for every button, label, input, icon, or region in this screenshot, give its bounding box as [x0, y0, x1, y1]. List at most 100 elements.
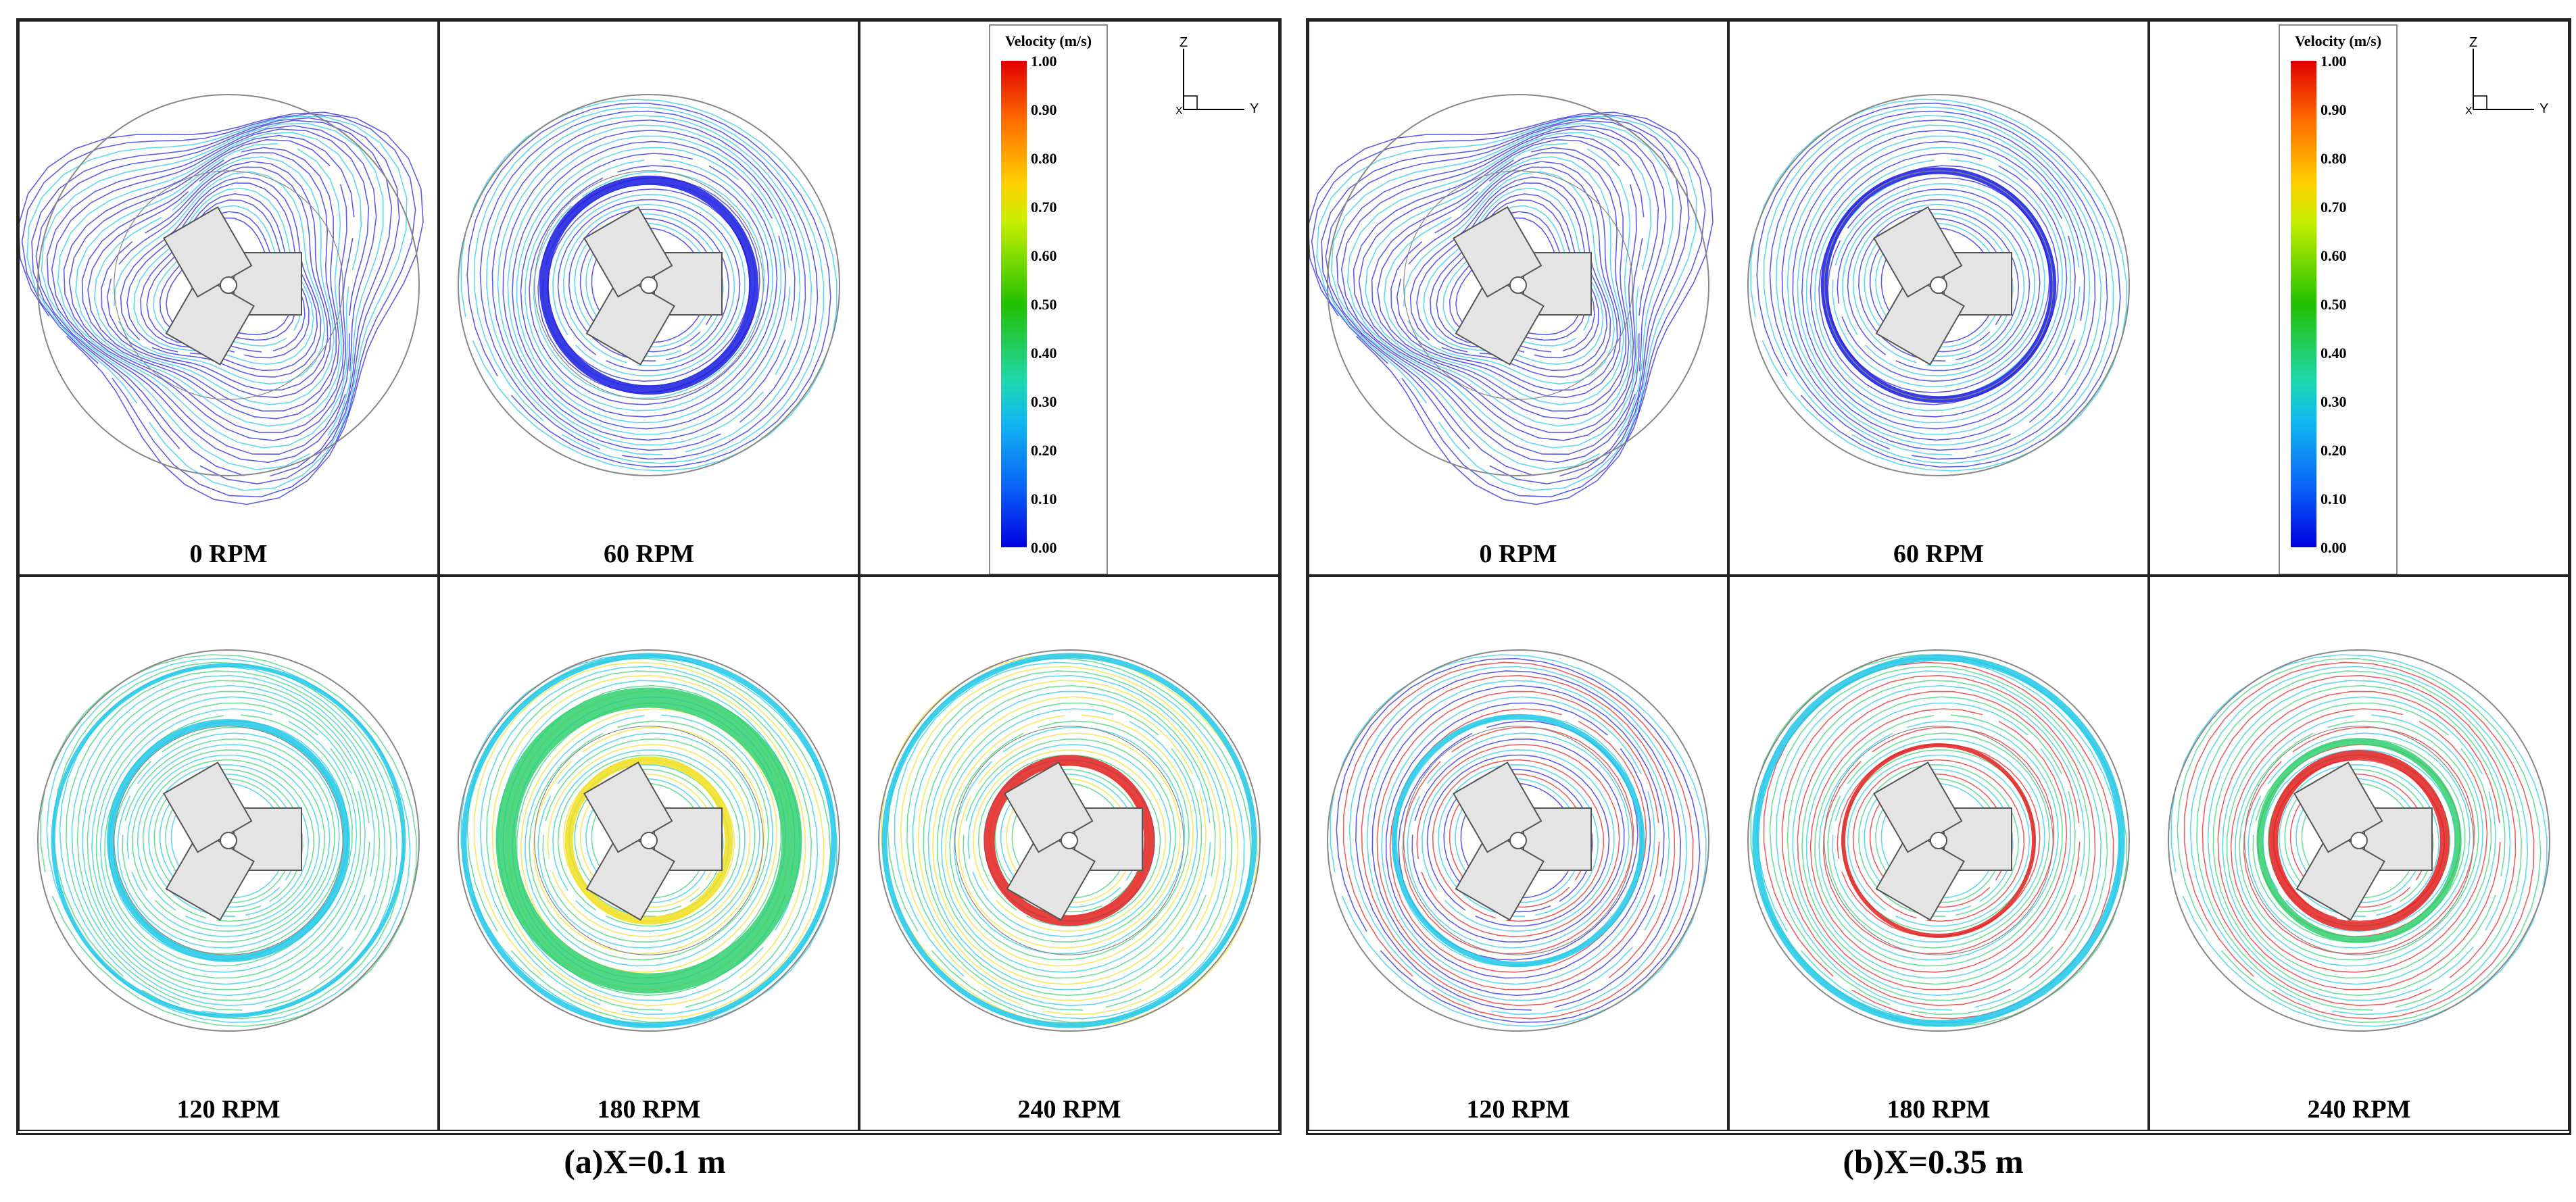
- impeller-icon: [163, 206, 302, 366]
- streamline: [87, 691, 370, 991]
- tank-wall: [1327, 94, 1709, 476]
- velocity-band: [1391, 713, 1645, 968]
- velocity-legend: Velocity (m/s) 1.00 0.90 0.80 0.70 0.60 …: [2279, 24, 2398, 574]
- streamline: [120, 176, 322, 378]
- streamline: [473, 106, 825, 464]
- streamline: [2230, 708, 2488, 973]
- streamline: [1792, 129, 2085, 441]
- streamline: [1852, 203, 2025, 367]
- legend-title: Velocity (m/s): [2294, 32, 2382, 49]
- legend-cell-a: Velocity (m/s) 1.00 0.90 0.80 0.70 0.60 …: [859, 20, 1280, 576]
- streamline: [51, 128, 370, 455]
- mrf-zone: [114, 726, 343, 955]
- panel-a-caption: (a)X=0.1 m: [564, 1143, 726, 1180]
- streamline-plot: [878, 649, 1261, 1032]
- cell-label: 0 RPM: [1479, 540, 1557, 568]
- legend-tick: 0.80: [2320, 150, 2347, 167]
- axis-triad: Z Y X: [1157, 35, 1265, 136]
- tank-wall: [2168, 649, 2550, 1032]
- streamline: [1396, 166, 1618, 391]
- tank-wall: [458, 94, 840, 476]
- streamline: [927, 691, 1211, 991]
- streamline: [1756, 102, 2121, 468]
- streamline: [1875, 778, 2002, 903]
- streamline: [591, 227, 707, 343]
- mrf-zone: [114, 170, 343, 400]
- legend-tick: 0.40: [1031, 345, 1057, 361]
- streamline-plot: [1747, 94, 2130, 476]
- streamline: [1006, 778, 1133, 903]
- impeller-hub: [640, 276, 658, 294]
- streamline: [1750, 99, 2127, 472]
- streamline: [75, 143, 342, 427]
- impeller-icon: [1453, 761, 1592, 921]
- color-scale-bar: [1001, 61, 1027, 547]
- velocity-band: [983, 755, 1155, 926]
- mrf-zone: [2244, 726, 2474, 955]
- streamline: [1818, 720, 2059, 961]
- streamline-plot: [2168, 649, 2550, 1032]
- streamline: [2170, 654, 2548, 1027]
- streamline: [936, 702, 1202, 979]
- streamline: [1814, 714, 2063, 967]
- streamline: [1309, 111, 1714, 505]
- legend-title: Velocity (m/s): [1004, 32, 1092, 49]
- streamline-plot: [1309, 94, 1714, 505]
- legend-tick: 0.00: [1031, 539, 1057, 556]
- velocity-band: [1752, 654, 2125, 1027]
- cell-label: 120 RPM: [176, 1095, 281, 1124]
- streamline: [1346, 132, 1652, 449]
- streamline: [562, 203, 735, 367]
- streamline: [537, 732, 760, 949]
- cell-label: 60 RPM: [603, 540, 695, 568]
- streamline: [1355, 670, 1682, 1011]
- cell-b-0rpm: 0 RPM: [1308, 20, 1728, 576]
- streamline: [2177, 657, 2542, 1024]
- streamline: [31, 117, 400, 484]
- streamline-plot: [20, 94, 424, 505]
- streamline: [170, 782, 287, 899]
- streamline: [1430, 193, 1599, 359]
- streamline: [1421, 749, 1615, 932]
- streamline: [126, 182, 318, 372]
- velocity-band: [2256, 738, 2462, 943]
- streamline: [2262, 749, 2456, 932]
- velocity-band: [564, 756, 733, 925]
- streamline: [479, 666, 819, 1016]
- impeller-icon: [1873, 761, 2012, 921]
- streamline: [1011, 782, 1127, 899]
- streamline: [1769, 666, 2108, 1016]
- streamline: [512, 141, 786, 430]
- color-scale-bar: [2291, 61, 2316, 547]
- cell-label: 180 RPM: [597, 1095, 701, 1124]
- tank-wall: [878, 649, 1261, 1032]
- panel-b: 0 RPM 60 RPM Velocity (m/s) 1.00 0.90 0.…: [1306, 18, 2571, 1135]
- streamline: [1837, 188, 2041, 382]
- streamline: [1411, 738, 1625, 943]
- streamline: [900, 666, 1239, 1016]
- streamline: [101, 161, 332, 399]
- streamline: [1365, 143, 1632, 427]
- streamline: [2217, 691, 2501, 991]
- streamline: [106, 166, 329, 391]
- streamline: [63, 134, 355, 441]
- streamline: [1321, 117, 1690, 484]
- axis-y-label: Y: [1250, 101, 1259, 116]
- velocity-band: [539, 175, 759, 395]
- streamline: [1416, 182, 1608, 372]
- streamline: [1449, 211, 1586, 341]
- impeller-icon: [1453, 206, 1592, 366]
- streamline: [1832, 183, 2045, 387]
- cell-label: 240 RPM: [2307, 1095, 2411, 1124]
- streamline: [1822, 726, 2055, 955]
- streamline: [547, 743, 751, 938]
- mrf-zone: [954, 726, 1184, 955]
- streamline: [525, 714, 773, 967]
- streamline: [1407, 732, 1630, 949]
- streamline: [35, 120, 393, 477]
- legend-tick: 0.20: [1031, 442, 1057, 459]
- cell-b-240rpm: 240 RPM: [2149, 576, 2569, 1131]
- axis-triad: Z Y X: [2446, 35, 2554, 136]
- mrf-zone: [1403, 726, 1633, 955]
- streamline: [520, 153, 778, 418]
